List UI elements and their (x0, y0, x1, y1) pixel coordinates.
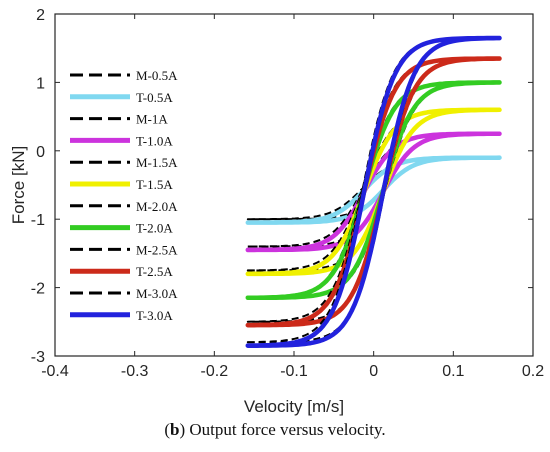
x-tick-label: 0 (369, 363, 378, 380)
x-tick-label: -0.2 (201, 363, 229, 380)
caption-text: Output force versus velocity. (189, 420, 386, 439)
series-line-t-0.5a (245, 155, 502, 225)
curves-layer (245, 35, 502, 348)
series-line-t-2.0a (245, 80, 502, 301)
x-tick-label: -0.3 (121, 363, 149, 380)
x-axis-title: Velocity [m/s] (244, 397, 344, 416)
legend-label: M-2.5A (136, 242, 178, 257)
series-line-t-3.0a (245, 35, 502, 348)
legend-label: T-1.5A (136, 177, 173, 192)
legend-label: M-0.5A (136, 68, 178, 83)
x-tick-label: 0.1 (442, 363, 464, 380)
y-axis-title: Force [kN] (9, 146, 28, 224)
legend-label: M-1.5A (136, 155, 178, 170)
caption-label: b (170, 420, 180, 439)
series-line-t-1.0a (245, 131, 502, 253)
legend-label: M-3.0A (136, 286, 178, 301)
x-tick-label: -0.4 (41, 363, 69, 380)
figure-caption: (b) Output force versus velocity. (164, 420, 386, 439)
legend-label: T-2.5A (136, 264, 173, 279)
legend-label: M-1A (136, 112, 168, 127)
legend: M-0.5A T-0.5A M-1A T-1.0A M-1.5A T-1.5A M-2.0A… (70, 68, 178, 323)
legend-label: T-1.0A (136, 133, 173, 148)
y-tick-label: 1 (36, 75, 45, 92)
y-tick-label: 2 (36, 7, 45, 24)
legend-label: T-3.0A (136, 308, 173, 323)
force-velocity-chart: -0.4 -0.3 -0.2 -0.1 0 0.1 0.2 -3 -2 -1 0 1 2 Veloci… (9, 7, 544, 416)
series-line-t-1.5a (245, 107, 502, 277)
y-tick-label: 0 (36, 144, 45, 161)
x-tick-label: -0.1 (280, 363, 308, 380)
x-axis-ticks: -0.4 -0.3 -0.2 -0.1 0 0.1 0.2 (41, 14, 544, 380)
y-tick-label: -1 (31, 212, 45, 229)
x-tick-label: 0.2 (522, 363, 544, 380)
y-tick-label: -3 (31, 349, 45, 366)
legend-label: M-2.0A (136, 199, 178, 214)
y-tick-label: -2 (31, 281, 45, 298)
legend-label: T-0.5A (136, 90, 173, 105)
y-axis-ticks: -3 -2 -1 0 1 2 (31, 7, 533, 366)
legend-label: T-2.0A (136, 221, 173, 236)
